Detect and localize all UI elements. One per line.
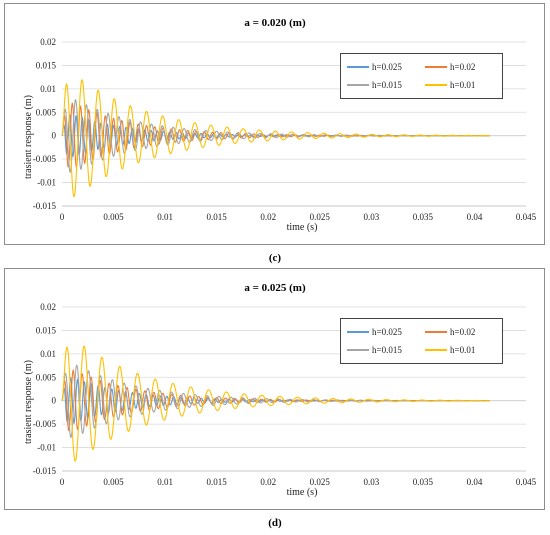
figure-caption-d: (d) [268,517,282,529]
y-tick-label: 0.005 [36,372,57,382]
y-tick-label: 0 [52,131,57,141]
x-tick-label: 0.015 [207,212,228,222]
series-lines [61,78,490,198]
y-tick-label: -0.01 [37,443,56,453]
x-tick-labels: 0 0.005 0.01 0.015 0.02 0.025 0.03 0.035 0.04 0.0… [60,212,537,222]
legend-swatch [347,66,369,68]
x-tick-label: 0.045 [516,212,537,222]
x-tick-label: 0.01 [157,477,173,487]
y-tick-labels: 0.02 0.015 0.01 0.005 0 -0.005 -0.01 -0.015 [33,37,57,211]
legend-label: h=0.015 [372,345,402,355]
y-tick-label: -0.015 [33,201,57,211]
x-axis-label: time (s) [287,487,318,498]
legend-swatch [425,66,447,68]
legend-swatch [425,331,447,333]
y-tick-label: -0.005 [33,154,57,164]
chart-svg-d: a = 0.025 (m) 0.02 0.015 0.01 0.005 0 -0.005 -… [23,282,537,498]
legend-item: h=0.015 [347,78,402,92]
chart-legend: h=0.025 h=0.02 h=0.015 h=0.01 [340,318,503,364]
y-tick-label: -0.01 [37,178,56,188]
legend-swatch [347,331,369,333]
y-tick-label: 0.02 [40,37,56,47]
y-tick-label: -0.015 [33,466,57,476]
y-axis-label: trasient response (m) [23,360,34,444]
chart-panel-d: a = 0.025 (m) 0.02 0.015 0.01 0.005 0 -0.005 -… [4,268,545,510]
x-tick-label: 0.02 [260,212,276,222]
legend-item: h=0.015 [347,343,402,357]
legend-item: h=0.02 [425,325,475,339]
x-tick-label: 0.03 [363,212,379,222]
legend-swatch [347,84,369,86]
legend-swatch [425,84,447,86]
series-lines [61,345,490,462]
y-tick-label: 0.005 [36,107,57,117]
x-tick-label: 0.01 [157,212,173,222]
y-tick-label: 0 [52,396,57,406]
legend-label: h=0.02 [450,327,476,337]
y-tick-label: -0.005 [33,419,57,429]
x-tick-label: 0.025 [310,212,331,222]
x-tick-label: 0.005 [103,477,124,487]
x-tick-label: 0.02 [260,477,276,487]
legend-item: h=0.02 [425,60,475,74]
legend-label: h=0.015 [372,80,402,90]
x-tick-label: 0.045 [516,477,537,487]
x-tick-label: 0.015 [207,477,228,487]
x-axis-label: time (s) [287,222,318,233]
legend-item: h=0.01 [425,78,475,92]
y-axis-label: trasient response (m) [23,95,34,179]
legend-swatch [347,349,369,351]
x-tick-label: 0.04 [467,212,483,222]
x-tick-label: 0 [60,477,65,487]
x-tick-label: 0.03 [363,477,379,487]
chart-title: a = 0.025 (m) [244,282,306,294]
chart-panel-c: a = 0.020 (m) 0.02 0.015 0.01 0.005 0 -0.005 -… [4,3,545,245]
legend-item: h=0.025 [347,60,402,74]
y-tick-label: 0.01 [40,349,56,359]
series-line-h001 [61,78,490,198]
x-tick-label: 0.005 [103,212,124,222]
chart-svg-c: a = 0.020 (m) 0.02 0.015 0.01 0.005 0 -0.005 -… [23,17,537,233]
legend-item: h=0.01 [425,343,475,357]
series-line-h001 [61,345,490,462]
legend-label: h=0.01 [450,345,476,355]
series-line-h0015 [61,99,490,173]
figure-caption-c: (c) [268,252,282,264]
x-tick-label: 0.04 [467,477,483,487]
chart-title: a = 0.020 (m) [244,17,306,29]
legend-label: h=0.025 [372,62,402,72]
legend-item: h=0.025 [347,325,402,339]
x-tick-labels: 0 0.005 0.01 0.015 0.02 0.025 0.03 0.035 0.04 0.0… [60,477,537,487]
y-tick-labels: 0.02 0.015 0.01 0.005 0 -0.005 -0.01 -0.015 [33,302,57,476]
y-tick-label: 0.015 [36,60,57,70]
legend-swatch [425,349,447,351]
x-tick-label: 0.035 [413,477,434,487]
y-tick-label: 0.015 [36,325,57,335]
legend-label: h=0.025 [372,327,402,337]
legend-label: h=0.02 [450,62,476,72]
x-tick-label: 0.035 [413,212,434,222]
chart-legend: h=0.025 h=0.02 h=0.015 h=0.01 [340,53,503,99]
x-tick-label: 0.025 [310,477,331,487]
legend-label: h=0.01 [450,80,476,90]
x-tick-label: 0 [60,212,65,222]
y-tick-label: 0.02 [40,302,56,312]
y-tick-label: 0.01 [40,84,56,94]
